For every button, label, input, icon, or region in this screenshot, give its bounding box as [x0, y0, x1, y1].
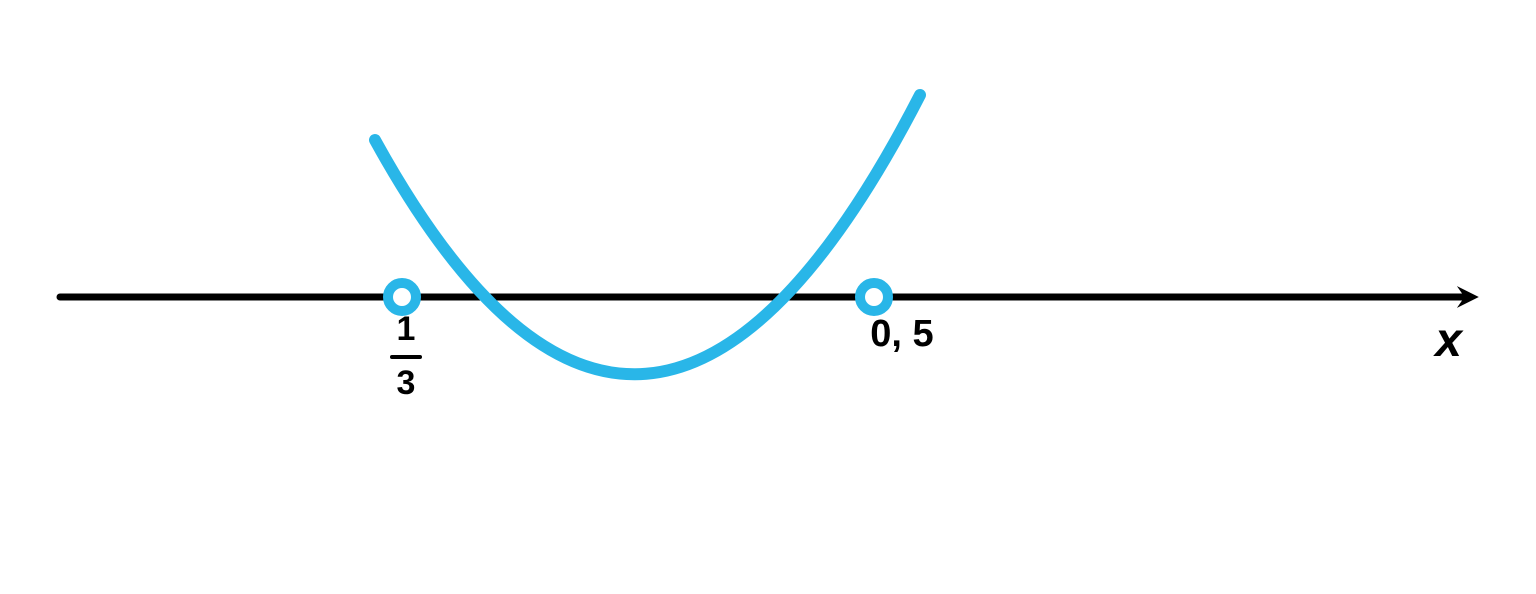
- root-label: 0, 5: [870, 313, 933, 355]
- root-marker: [860, 283, 888, 311]
- root-marker: [388, 283, 416, 311]
- root-label-denominator: 3: [397, 364, 416, 402]
- root-label-numerator: 1: [397, 310, 416, 348]
- x-axis-label: x: [1432, 314, 1464, 367]
